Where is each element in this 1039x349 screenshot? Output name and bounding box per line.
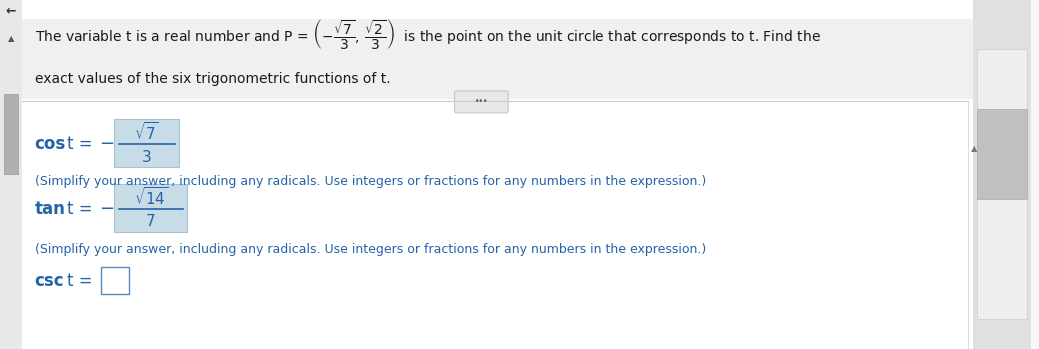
Bar: [114, 119, 179, 167]
Text: $\sqrt{14}$: $\sqrt{14}$: [134, 186, 168, 208]
Text: ▲: ▲: [7, 35, 15, 44]
Text: t =: t =: [68, 200, 99, 218]
Text: ▲: ▲: [970, 144, 978, 154]
Text: 3: 3: [142, 149, 152, 164]
Text: (Simplify your answer, including any radicals. Use integers or fractions for any: (Simplify your answer, including any rad…: [34, 174, 705, 187]
Text: −: −: [100, 135, 114, 153]
Bar: [977, 49, 1028, 319]
Text: 7: 7: [146, 215, 156, 230]
Text: $\sqrt{7}$: $\sqrt{7}$: [134, 121, 159, 143]
Text: cos: cos: [34, 135, 66, 153]
Text: t =: t =: [68, 135, 99, 153]
Bar: [977, 109, 1028, 199]
Bar: [0, 0, 1032, 19]
Bar: [114, 184, 187, 232]
Bar: [22, 19, 973, 99]
Text: ←: ←: [5, 5, 17, 17]
Text: exact values of the six trigonometric functions of t.: exact values of the six trigonometric fu…: [34, 72, 391, 86]
Text: The variable t is a real number and P = $\left(-\dfrac{\sqrt{7}}{3},\,\dfrac{\sq: The variable t is a real number and P = …: [34, 17, 821, 51]
Text: csc: csc: [34, 272, 64, 290]
Bar: [0, 0, 22, 349]
Text: t =: t =: [68, 272, 99, 290]
Text: (Simplify your answer, including any radicals. Use integers or fractions for any: (Simplify your answer, including any rad…: [34, 243, 705, 255]
Bar: [973, 0, 1032, 349]
Bar: [101, 267, 129, 294]
Text: •••: •••: [475, 97, 488, 106]
FancyBboxPatch shape: [455, 91, 508, 113]
Bar: [4, 94, 18, 174]
Text: −: −: [100, 200, 114, 218]
Text: tan: tan: [34, 200, 65, 218]
